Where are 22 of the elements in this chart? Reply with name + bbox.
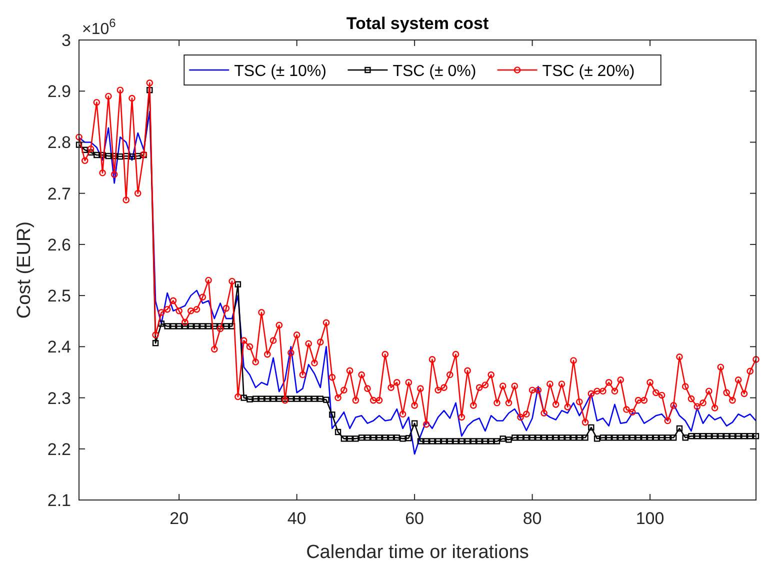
legend-label: TSC (± 20%) <box>542 63 635 80</box>
y-tick-label: 2.8 <box>47 133 71 152</box>
y-tick-label: 2.4 <box>47 338 71 357</box>
x-tick-label: 20 <box>170 509 189 528</box>
legend-label: TSC (± 10%) <box>234 63 326 80</box>
x-tick-label: 60 <box>405 509 424 528</box>
y-tick-label: 2.2 <box>47 440 71 459</box>
y-tick-label: 2.5 <box>47 286 71 306</box>
x-tick-label: 100 <box>636 509 664 528</box>
y-tick-label: 2.9 <box>47 82 71 102</box>
y-tick-label: 2.7 <box>47 184 71 204</box>
chart-title: Total system cost <box>346 14 490 33</box>
x-axis-title: Calendar time or iterations <box>306 542 529 563</box>
y-axis-title: Cost (EUR) <box>14 221 35 319</box>
y-tick-label: 2.6 <box>47 235 71 254</box>
y-tick-label: 2.1 <box>47 491 71 510</box>
y-tick-label: 3 <box>62 31 71 50</box>
x-tick-label: 40 <box>287 509 306 528</box>
legend-label: TSC (± 0%) <box>392 63 476 80</box>
y-tick-label: 2.3 <box>47 388 71 408</box>
x-tick-label: 80 <box>522 509 542 528</box>
text: ×10$^{6}$ <box>82 16 116 38</box>
